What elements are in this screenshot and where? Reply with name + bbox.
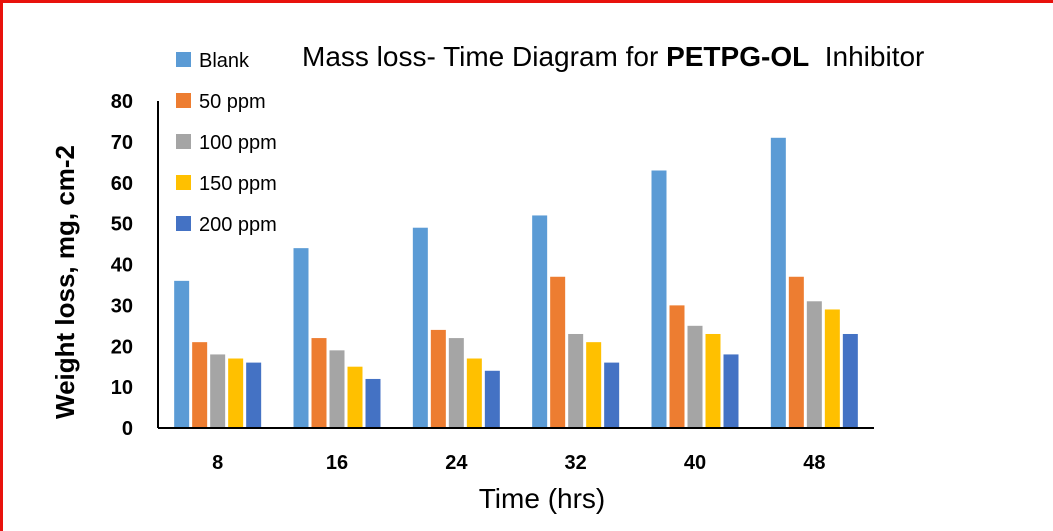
- bar-100-ppm-24h: [448, 338, 464, 428]
- legend: Blank 50 ppm 100 ppm 150 ppm 200 ppm: [176, 50, 277, 236]
- legend-swatch: [176, 52, 191, 67]
- y-tick-label: 60: [111, 173, 133, 195]
- bar-50-ppm-40h: [669, 305, 685, 428]
- legend-label: 150 ppm: [199, 173, 277, 195]
- bar-200-ppm-8h: [246, 362, 262, 428]
- x-tick-label: 16: [326, 452, 348, 474]
- bar-50-ppm-48h: [788, 276, 804, 428]
- legend-swatch: [176, 175, 191, 190]
- legend-swatch: [176, 134, 191, 149]
- bar-50-ppm-32h: [550, 276, 566, 428]
- legend-swatch: [176, 216, 191, 231]
- legend-label: 200 ppm: [199, 214, 277, 236]
- y-tick-label: 10: [111, 377, 133, 399]
- legend-label: Blank: [199, 50, 250, 72]
- y-tick-labels: 0 10 20 30 40 50 60 70 80: [111, 91, 133, 440]
- x-tick-label: 8: [212, 452, 223, 474]
- x-axis-title: Time (hrs): [479, 483, 606, 514]
- bar-blank-24h: [412, 227, 428, 428]
- bar-150-ppm-32h: [586, 342, 602, 428]
- bar-blank-16h: [293, 248, 309, 428]
- bar-200-ppm-40h: [723, 354, 739, 428]
- y-tick-label: 20: [111, 336, 133, 358]
- bar-100-ppm-16h: [329, 350, 345, 428]
- x-tick-label: 32: [565, 452, 587, 474]
- bar-50-ppm-16h: [311, 338, 327, 428]
- x-tick-label: 24: [445, 452, 468, 474]
- bar-200-ppm-48h: [842, 333, 858, 428]
- legend-label: 100 ppm: [199, 132, 277, 154]
- bars-layer: [174, 137, 858, 429]
- bar-150-ppm-40h: [705, 333, 721, 428]
- bar-blank-32h: [532, 215, 548, 428]
- x-tick-label: 48: [803, 452, 825, 474]
- bar-150-ppm-8h: [228, 358, 244, 428]
- bar-blank-40h: [651, 170, 667, 429]
- chart-title: Mass loss- Time Diagram for PETPG-OL Inh…: [302, 41, 924, 72]
- bar-200-ppm-16h: [365, 378, 381, 428]
- y-tick-label: 40: [111, 255, 133, 277]
- bar-blank-48h: [770, 137, 786, 428]
- legend-swatch: [176, 93, 191, 108]
- y-tick-label: 0: [122, 418, 133, 440]
- bar-150-ppm-24h: [466, 358, 482, 428]
- bar-100-ppm-8h: [210, 354, 226, 428]
- chart-title-suffix: Inhibitor: [809, 41, 924, 72]
- chart-title-prefix: Mass loss- Time Diagram for: [302, 41, 666, 72]
- chart-title-inhibitor: PETPG-OL: [666, 41, 809, 72]
- bar-blank-8h: [174, 280, 190, 428]
- bar-100-ppm-48h: [806, 301, 822, 428]
- x-tick-labels: 8 16 24 32 40 48: [212, 452, 825, 474]
- bar-200-ppm-32h: [604, 362, 620, 428]
- bar-50-ppm-8h: [192, 342, 208, 428]
- bar-200-ppm-24h: [484, 370, 500, 428]
- axes-layer: [157, 101, 874, 429]
- bar-150-ppm-16h: [347, 366, 363, 428]
- bar-50-ppm-24h: [430, 329, 446, 428]
- bar-100-ppm-40h: [687, 325, 703, 428]
- y-axis-title: Weight loss, mg, cm-2: [50, 145, 80, 419]
- y-tick-label: 50: [111, 214, 133, 236]
- x-tick-label: 40: [684, 452, 706, 474]
- y-tick-label: 70: [111, 132, 133, 154]
- y-tick-label: 30: [111, 295, 133, 317]
- y-tick-label: 80: [111, 91, 133, 113]
- bar-150-ppm-48h: [824, 309, 840, 428]
- legend-label: 50 ppm: [199, 91, 266, 113]
- bar-100-ppm-32h: [568, 333, 584, 428]
